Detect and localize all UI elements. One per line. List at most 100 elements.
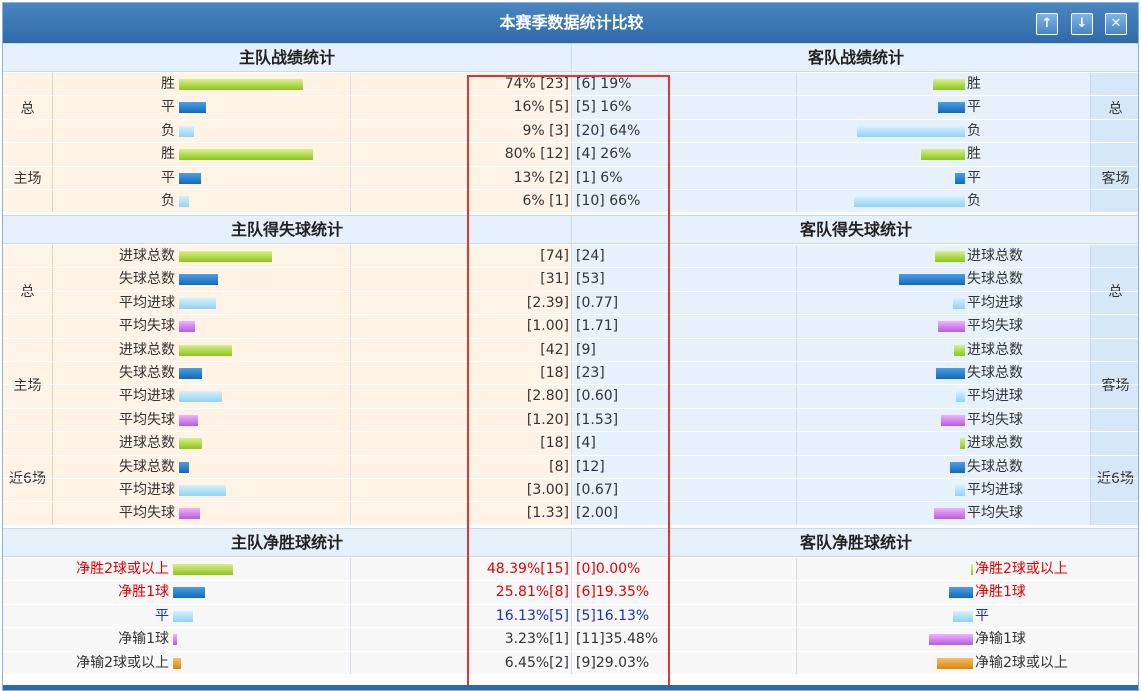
row-label-away: 失球总数 (967, 365, 1023, 381)
away-band (571, 338, 1138, 433)
home-value: 16.13%[5] (495, 607, 569, 624)
home-bar (179, 461, 189, 473)
row-label-away: 胜 (967, 76, 981, 92)
row-label-away: 平 (967, 169, 981, 186)
home-value: [1.20] (526, 411, 569, 428)
row-label-home: 平均失球 (119, 318, 175, 335)
away-bar (953, 610, 973, 622)
group-label-away: 客场 (1090, 143, 1138, 214)
home-bar (179, 297, 216, 309)
away-bar (971, 564, 973, 575)
row-label-away: 负 (967, 122, 981, 139)
table-row: 平均失球 [1.00] [1.71] 平均失球 (3, 315, 1138, 339)
away-value: [4] (576, 435, 596, 452)
row-label-home: 平 (155, 607, 169, 624)
row-label-away: 平均进球 (967, 294, 1023, 311)
home-value: 13% [2] (513, 169, 569, 186)
move-up-button[interactable]: ↑ (1036, 13, 1058, 35)
home-bar (179, 508, 200, 520)
column-divider (796, 432, 797, 526)
row-label-home: 净胜2球或以上 (76, 561, 169, 577)
home-bar (179, 102, 206, 114)
section-title-home: 主队得失球统计 (230, 220, 343, 239)
table-row: 平均进球 [2.39] [0.77] 平均进球 (3, 292, 1138, 316)
table-row: 进球总数 [18] [4] 进球总数 (3, 432, 1138, 456)
row-label-home: 净胜1球 (118, 584, 169, 601)
table-row: 平均进球 [3.00] [0.67] 平均进球 (3, 479, 1138, 503)
home-value: 3.23%[1] (504, 631, 569, 648)
column-divider (571, 245, 572, 339)
home-bar (179, 344, 232, 356)
section-title-away: 客队净胜球统计 (799, 533, 912, 552)
away-value: [12] (576, 458, 605, 475)
section-header: 主队得失球统计 客队得失球统计 (3, 215, 1138, 245)
home-value: [1.33] (526, 505, 569, 522)
column-divider (796, 338, 797, 433)
column-divider (796, 558, 797, 675)
home-value: [31] (540, 271, 569, 288)
away-value: [0.60] (576, 388, 619, 405)
column-divider (571, 143, 572, 214)
row-label-away: 平均失球 (967, 505, 1023, 522)
row-label-away: 净输1球 (975, 631, 1026, 648)
group-label-away: 总 (1090, 245, 1138, 339)
divider (571, 44, 572, 73)
home-value: 74% [23] (504, 76, 569, 92)
home-value: [74] (540, 248, 569, 264)
home-value: 48.39%[15] (486, 561, 569, 577)
home-value: 6% [1] (522, 193, 570, 209)
away-bar (950, 461, 965, 473)
away-bar (938, 102, 965, 114)
row-label-home: 平 (161, 169, 175, 186)
away-bar (937, 657, 973, 669)
row-label-away: 失球总数 (967, 458, 1023, 475)
away-bar (934, 508, 965, 520)
row-label-away: 进球总数 (967, 248, 1023, 264)
section-header: 主队净胜球统计 客队净胜球统计 (3, 528, 1138, 558)
away-bar (949, 587, 973, 599)
row-label-away: 失球总数 (967, 271, 1023, 288)
close-button[interactable]: ✕ (1105, 13, 1127, 35)
home-bar (173, 657, 181, 669)
column-divider (350, 338, 351, 433)
column-divider (350, 558, 351, 675)
window-title: 本赛季数据统计比较 (499, 13, 644, 32)
row-label-away: 负 (967, 193, 981, 209)
row-label-away: 净胜2球或以上 (975, 561, 1068, 577)
away-value: [23] (576, 365, 605, 381)
home-bar (173, 564, 233, 575)
home-value: [2.39] (526, 294, 569, 311)
title-bar: 本赛季数据统计比较 ↑ ↓ ✕ (3, 3, 1138, 43)
row-label-home: 净输2球或以上 (76, 654, 169, 671)
away-value: [2.00] (576, 505, 619, 522)
home-bar (179, 321, 195, 333)
away-value: [0]0.00% (576, 561, 641, 577)
row-label-home: 平均失球 (119, 505, 175, 522)
table-row: 平 16% [5] [5] 16% 平 (3, 96, 1138, 120)
away-bar (921, 149, 965, 161)
away-value: [0.77] (576, 294, 619, 311)
section-title-away: 客队得失球统计 (799, 220, 912, 239)
row-label-home: 失球总数 (119, 458, 175, 475)
move-down-button[interactable]: ↓ (1071, 13, 1093, 35)
row-label-away: 进球总数 (967, 435, 1023, 452)
table-row: 净胜2球或以上 48.39%[15] [0]0.00% 净胜2球或以上 (3, 558, 1138, 582)
away-value: [0.67] (576, 482, 619, 498)
table-row: 平均失球 [1.20] [1.53] 平均失球 (3, 409, 1138, 433)
home-bar (179, 149, 313, 161)
away-bar (954, 344, 965, 356)
home-value: [18] (540, 435, 569, 452)
home-value: [42] (540, 341, 569, 358)
away-value: [11]35.48% (576, 631, 659, 648)
away-value: [9] (576, 341, 596, 358)
home-bar (179, 196, 189, 207)
home-bar (179, 368, 202, 379)
column-divider (796, 143, 797, 214)
away-band (571, 245, 1138, 339)
row-label-home: 进球总数 (119, 248, 175, 264)
row-label-home: 平均失球 (119, 411, 175, 428)
row-label-home: 平 (161, 99, 175, 116)
row-label-home: 进球总数 (119, 341, 175, 358)
home-bar (179, 251, 272, 262)
